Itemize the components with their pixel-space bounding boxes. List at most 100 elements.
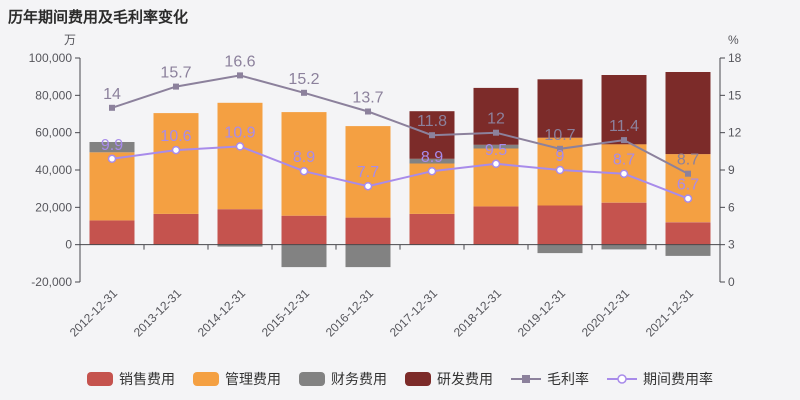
bar-segment-sales-expense[interactable] bbox=[473, 206, 519, 245]
bar-segment-management-expense[interactable] bbox=[473, 148, 519, 207]
marker-gross-margin[interactable] bbox=[493, 129, 499, 136]
bar-segment-sales-expense[interactable] bbox=[217, 209, 263, 245]
value-label-gross-margin: 14 bbox=[103, 86, 121, 103]
legend-item-gross-margin[interactable]: 毛利率 bbox=[511, 369, 589, 389]
line-series-period-expense-ratio: 9.9 10.6 10.9 8.9 7.7 8.9 9.5 9 8.7 6.7 bbox=[101, 124, 699, 203]
marker-period-expense-ratio[interactable] bbox=[555, 165, 565, 175]
value-label-period-expense-ratio: 8.9 bbox=[421, 149, 443, 166]
legend: 销售费用 管理费用 财务费用 研发费用 毛利率 期间费用率 bbox=[0, 366, 800, 392]
bar-segment-management-expense[interactable] bbox=[281, 112, 327, 216]
legend-item-period-expense-ratio[interactable]: 期间费用率 bbox=[607, 369, 713, 389]
value-label-gross-margin: 12 bbox=[487, 111, 505, 128]
marker-period-expense-ratio[interactable] bbox=[683, 194, 693, 203]
x-axis-category-label: 2018-12-31 bbox=[451, 286, 505, 340]
marker-gross-margin[interactable] bbox=[557, 145, 563, 152]
y-axis-left-tick-label: -20,000 bbox=[31, 275, 72, 289]
marker-period-expense-ratio[interactable] bbox=[491, 159, 501, 169]
bar-segment-sales-expense[interactable] bbox=[537, 205, 583, 245]
chart-title: 历年期间费用及毛利率变化 bbox=[8, 9, 189, 26]
y-axis-right-tick-label: 9 bbox=[728, 163, 735, 177]
value-label-gross-margin: 13.7 bbox=[352, 90, 383, 107]
value-label-gross-margin: 15.2 bbox=[288, 71, 319, 88]
marker-period-expense-ratio[interactable] bbox=[619, 169, 629, 178]
legend-label-sales-expense: 销售费用 bbox=[119, 371, 175, 387]
legend-label-financial-expense: 财务费用 bbox=[331, 371, 387, 387]
x-axis-category-label: 2020-12-31 bbox=[579, 286, 633, 340]
marker-gross-margin[interactable] bbox=[429, 132, 435, 139]
value-label-period-expense-ratio: 9.9 bbox=[101, 137, 123, 154]
marker-period-expense-ratio[interactable] bbox=[171, 145, 181, 155]
legend-square-marker bbox=[522, 375, 530, 383]
marker-period-expense-ratio[interactable] bbox=[235, 142, 245, 151]
value-label-period-expense-ratio: 6.7 bbox=[677, 177, 699, 194]
marker-gross-margin[interactable] bbox=[301, 89, 307, 96]
bar-segment-rd-expense[interactable] bbox=[665, 72, 711, 155]
marker-gross-margin[interactable] bbox=[621, 137, 627, 144]
bar-segment-sales-expense[interactable] bbox=[153, 213, 199, 245]
marker-gross-margin[interactable] bbox=[237, 72, 243, 79]
y-axis-right-tick-label: 18 bbox=[728, 51, 742, 65]
x-axis-category-label: 2012-12-31 bbox=[67, 286, 121, 340]
bar-segment-management-expense[interactable] bbox=[89, 152, 135, 221]
marker-gross-margin[interactable] bbox=[109, 104, 115, 111]
bar-segment-sales-expense[interactable] bbox=[665, 222, 711, 245]
legend-item-sales-expense[interactable]: 销售费用 bbox=[87, 369, 175, 389]
bar-segment-rd-expense[interactable] bbox=[537, 79, 583, 138]
bar-segment-sales-expense[interactable] bbox=[281, 215, 327, 245]
value-label-period-expense-ratio: 8.7 bbox=[613, 152, 635, 169]
bar-segment-financial-expense[interactable] bbox=[473, 144, 519, 149]
y-axis-right-tick-label: 6 bbox=[728, 200, 735, 214]
bar-segment-financial-expense[interactable] bbox=[345, 244, 391, 268]
marker-gross-margin[interactable] bbox=[173, 83, 179, 90]
bar-segment-financial-expense[interactable] bbox=[217, 244, 263, 247]
marker-period-expense-ratio[interactable] bbox=[363, 181, 373, 191]
marker-period-expense-ratio[interactable] bbox=[107, 154, 117, 164]
bar-segment-sales-expense[interactable] bbox=[345, 217, 391, 245]
value-label-period-expense-ratio: 10.9 bbox=[224, 124, 255, 141]
x-axis-category-label: 2017-12-31 bbox=[387, 286, 441, 340]
legend-line-marker-period-expense-ratio bbox=[607, 374, 637, 384]
value-label-gross-margin: 15.7 bbox=[160, 65, 191, 82]
y-axis-left-tick-label: 80,000 bbox=[35, 88, 72, 102]
y-axis-left-tick-label: 0 bbox=[65, 238, 72, 252]
legend-item-management-expense[interactable]: 管理费用 bbox=[193, 369, 281, 389]
bar-segment-financial-expense[interactable] bbox=[537, 244, 583, 254]
bar-segment-management-expense[interactable] bbox=[153, 113, 199, 214]
x-axis-category-label: 2013-12-31 bbox=[131, 286, 185, 340]
bar-segment-management-expense[interactable] bbox=[217, 102, 263, 210]
legend-item-financial-expense[interactable]: 财务费用 bbox=[299, 369, 387, 389]
value-label-period-expense-ratio: 7.7 bbox=[357, 164, 379, 181]
bar-segment-financial-expense[interactable] bbox=[409, 158, 455, 164]
y-axis-left-tick-label: 60,000 bbox=[35, 126, 72, 140]
bar-series-group bbox=[89, 72, 711, 268]
bar-segment-sales-expense[interactable] bbox=[89, 220, 135, 245]
value-label-gross-margin: 11.4 bbox=[609, 118, 639, 135]
y-axis-right-tick-label: 3 bbox=[728, 238, 735, 252]
marker-period-expense-ratio[interactable] bbox=[299, 166, 309, 176]
bar-segment-management-expense[interactable] bbox=[345, 126, 391, 218]
legend-swatch-management-expense bbox=[193, 372, 219, 386]
bar-segment-financial-expense[interactable] bbox=[665, 244, 711, 256]
bar-segment-financial-expense[interactable] bbox=[89, 142, 135, 153]
bar-segment-financial-expense[interactable] bbox=[601, 244, 647, 250]
bar-segment-rd-expense[interactable] bbox=[601, 75, 647, 145]
bar-segment-sales-expense[interactable] bbox=[601, 202, 647, 245]
y-axis-right-tick-label: 0 bbox=[728, 275, 735, 289]
x-axis-category-label: 2016-12-31 bbox=[323, 286, 377, 340]
legend-label-gross-margin: 毛利率 bbox=[547, 371, 589, 387]
bar-segment-financial-expense[interactable] bbox=[281, 244, 327, 268]
marker-period-expense-ratio[interactable] bbox=[427, 166, 437, 176]
line-series-gross-margin: 14 15.7 16.6 15.2 13.7 11.8 12 10.7 11.4 8.7 bbox=[103, 53, 699, 177]
legend-swatch-rd-expense bbox=[405, 372, 431, 386]
value-label-gross-margin: 16.6 bbox=[224, 53, 255, 70]
line-path-gross-margin bbox=[111, 74, 689, 175]
legend-item-rd-expense[interactable]: 研发费用 bbox=[405, 369, 493, 389]
y-axis-left-tick-label: 100,000 bbox=[29, 51, 73, 65]
legend-swatch-sales-expense bbox=[87, 372, 113, 386]
marker-gross-margin[interactable] bbox=[685, 170, 691, 177]
y-axis-left-tick-label: 40,000 bbox=[35, 163, 72, 177]
bar-segment-sales-expense[interactable] bbox=[409, 213, 455, 245]
legend-swatch-financial-expense bbox=[299, 372, 325, 386]
legend-label-management-expense: 管理费用 bbox=[225, 371, 281, 387]
marker-gross-margin[interactable] bbox=[365, 108, 371, 115]
